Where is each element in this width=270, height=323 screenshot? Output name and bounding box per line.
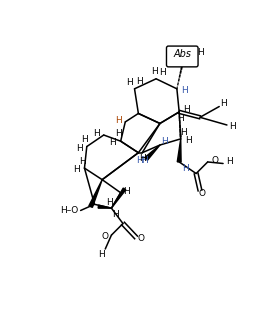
Text: Abs: Abs	[173, 49, 191, 59]
Text: H: H	[229, 122, 236, 131]
Text: H: H	[123, 187, 130, 196]
Text: H: H	[139, 154, 146, 163]
Text: H: H	[159, 68, 166, 77]
Text: H: H	[180, 128, 186, 137]
Text: H: H	[93, 129, 100, 138]
Polygon shape	[98, 205, 112, 208]
Polygon shape	[177, 139, 181, 162]
Text: H: H	[221, 99, 227, 108]
Text: H: H	[141, 156, 148, 165]
FancyBboxPatch shape	[167, 46, 198, 67]
Polygon shape	[112, 188, 126, 208]
Text: H: H	[98, 250, 105, 259]
Text: H: H	[181, 86, 188, 95]
Text: O: O	[138, 234, 145, 244]
Text: H: H	[115, 116, 122, 125]
Text: H–O: H–O	[60, 206, 78, 215]
Text: H: H	[197, 48, 204, 57]
Text: H: H	[106, 198, 113, 207]
Text: O: O	[102, 232, 109, 241]
Text: H: H	[110, 138, 116, 147]
Text: H: H	[79, 157, 86, 166]
Text: H: H	[151, 68, 158, 76]
Text: H: H	[81, 135, 88, 144]
Polygon shape	[89, 180, 102, 207]
Text: H: H	[182, 164, 189, 172]
Text: O: O	[212, 156, 219, 165]
Text: H: H	[73, 165, 80, 174]
Text: H: H	[226, 157, 233, 166]
Text: H: H	[76, 144, 82, 152]
Text: H: H	[112, 210, 119, 219]
Text: H: H	[184, 105, 190, 114]
Text: H: H	[137, 78, 143, 86]
Text: H: H	[115, 129, 122, 138]
Text: H: H	[161, 137, 168, 146]
Text: H: H	[177, 114, 184, 122]
Text: H: H	[137, 156, 143, 165]
Text: O: O	[199, 189, 206, 198]
Text: H: H	[126, 78, 133, 87]
Text: H: H	[185, 136, 192, 145]
Polygon shape	[145, 145, 160, 160]
